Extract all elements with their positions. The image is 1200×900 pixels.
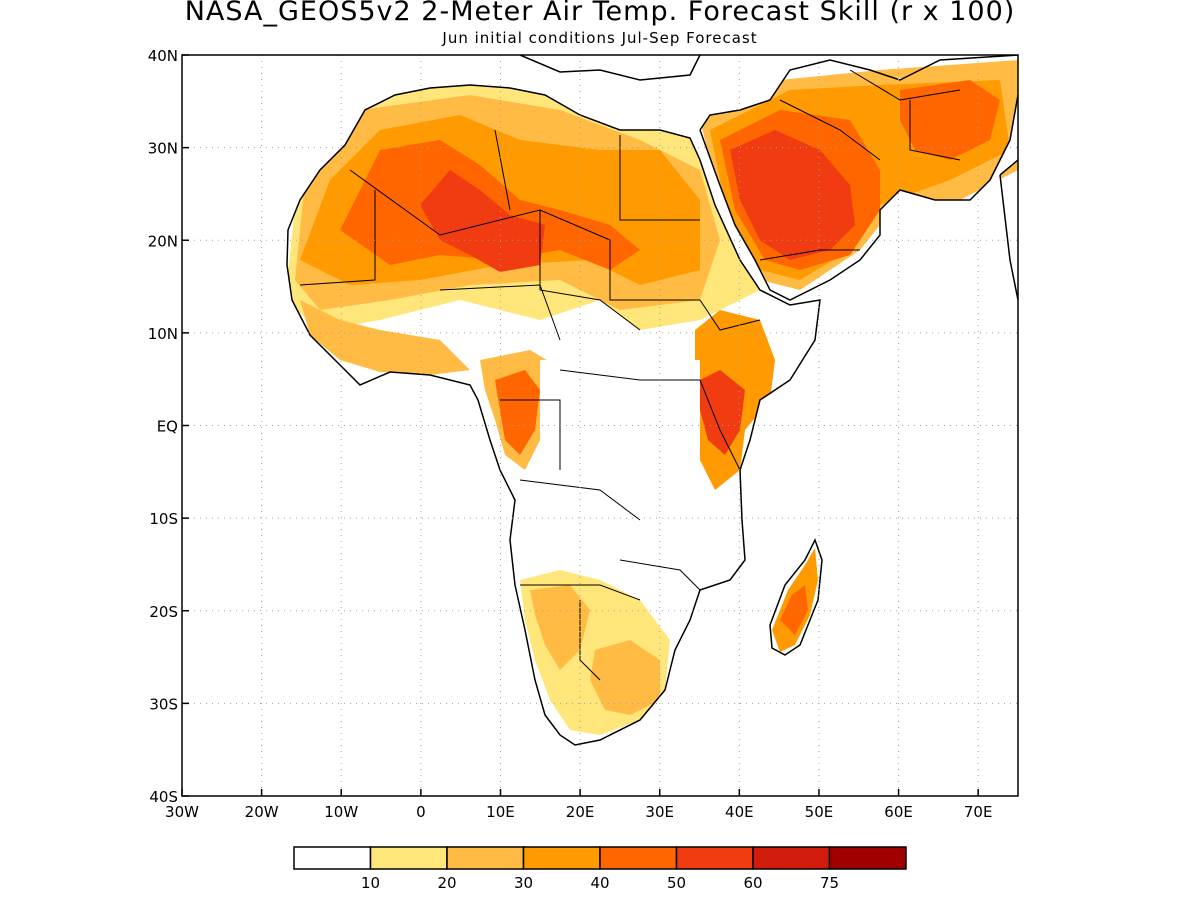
colorbar-label: 75	[820, 874, 839, 892]
x-tick-label: 0	[416, 803, 426, 821]
y-tick-label: 30N	[148, 140, 178, 158]
colorbar-label: 50	[667, 874, 686, 892]
y-tick-label: 40S	[149, 788, 178, 806]
colorbar-label: 10	[361, 874, 380, 892]
colorbar-label: 20	[437, 874, 456, 892]
x-tick-label: 10E	[486, 803, 515, 821]
colorbar-label: 30	[514, 874, 533, 892]
y-tick-label: 10N	[148, 325, 178, 343]
x-tick-label: 60E	[884, 803, 913, 821]
colorbar-swatch	[599, 846, 678, 870]
axis-ticks	[181, 54, 979, 797]
x-tick-label: 20E	[566, 803, 595, 821]
x-tick-label: 10W	[324, 803, 358, 821]
country-borders	[299, 69, 961, 681]
y-tick-label: 10S	[149, 510, 178, 528]
colorbar-swatch	[828, 846, 907, 870]
y-tick-label: EQ	[157, 418, 178, 436]
x-tick-label: 30E	[645, 803, 674, 821]
colorbar-label: 60	[743, 874, 762, 892]
x-tick-label: 20W	[245, 803, 279, 821]
skill-shading	[287, 60, 1018, 735]
y-tick-label: 40N	[148, 47, 178, 65]
y-tick-label: 30S	[149, 695, 178, 713]
y-tick-label: 20N	[148, 232, 178, 250]
x-tick-label: 50E	[805, 803, 834, 821]
colorbar-label: 40	[590, 874, 609, 892]
y-tick-label: 20S	[149, 603, 178, 621]
colorbar-swatch	[369, 846, 448, 870]
x-axis-labels: 30W 20W 10W 0 10E 20E 30E 40E 50E 60E 70E	[165, 803, 992, 821]
colorbar-swatch	[675, 846, 754, 870]
colorbar-swatch	[446, 846, 525, 870]
colorbar-labels: 10 20 30 40 50 60 75	[361, 874, 839, 892]
x-tick-label: 30W	[165, 803, 199, 821]
coastlines	[286, 55, 1018, 746]
colorbar-swatch	[522, 846, 601, 870]
colorbar	[293, 846, 907, 870]
grid-lines	[182, 55, 1018, 796]
x-tick-label: 70E	[964, 803, 993, 821]
x-tick-label: 40E	[725, 803, 754, 821]
colorbar-swatch	[752, 846, 831, 870]
colorbar-swatch	[293, 846, 372, 870]
map-subtitle: Jun initial conditions Jul-Sep Forecast	[442, 29, 758, 47]
map-title: NASA_GEOS5v2 2-Meter Air Temp. Forecast …	[184, 0, 1016, 27]
y-axis-labels: 40N 30N 20N 10N EQ 10S 20S 30S 40S	[148, 47, 178, 806]
